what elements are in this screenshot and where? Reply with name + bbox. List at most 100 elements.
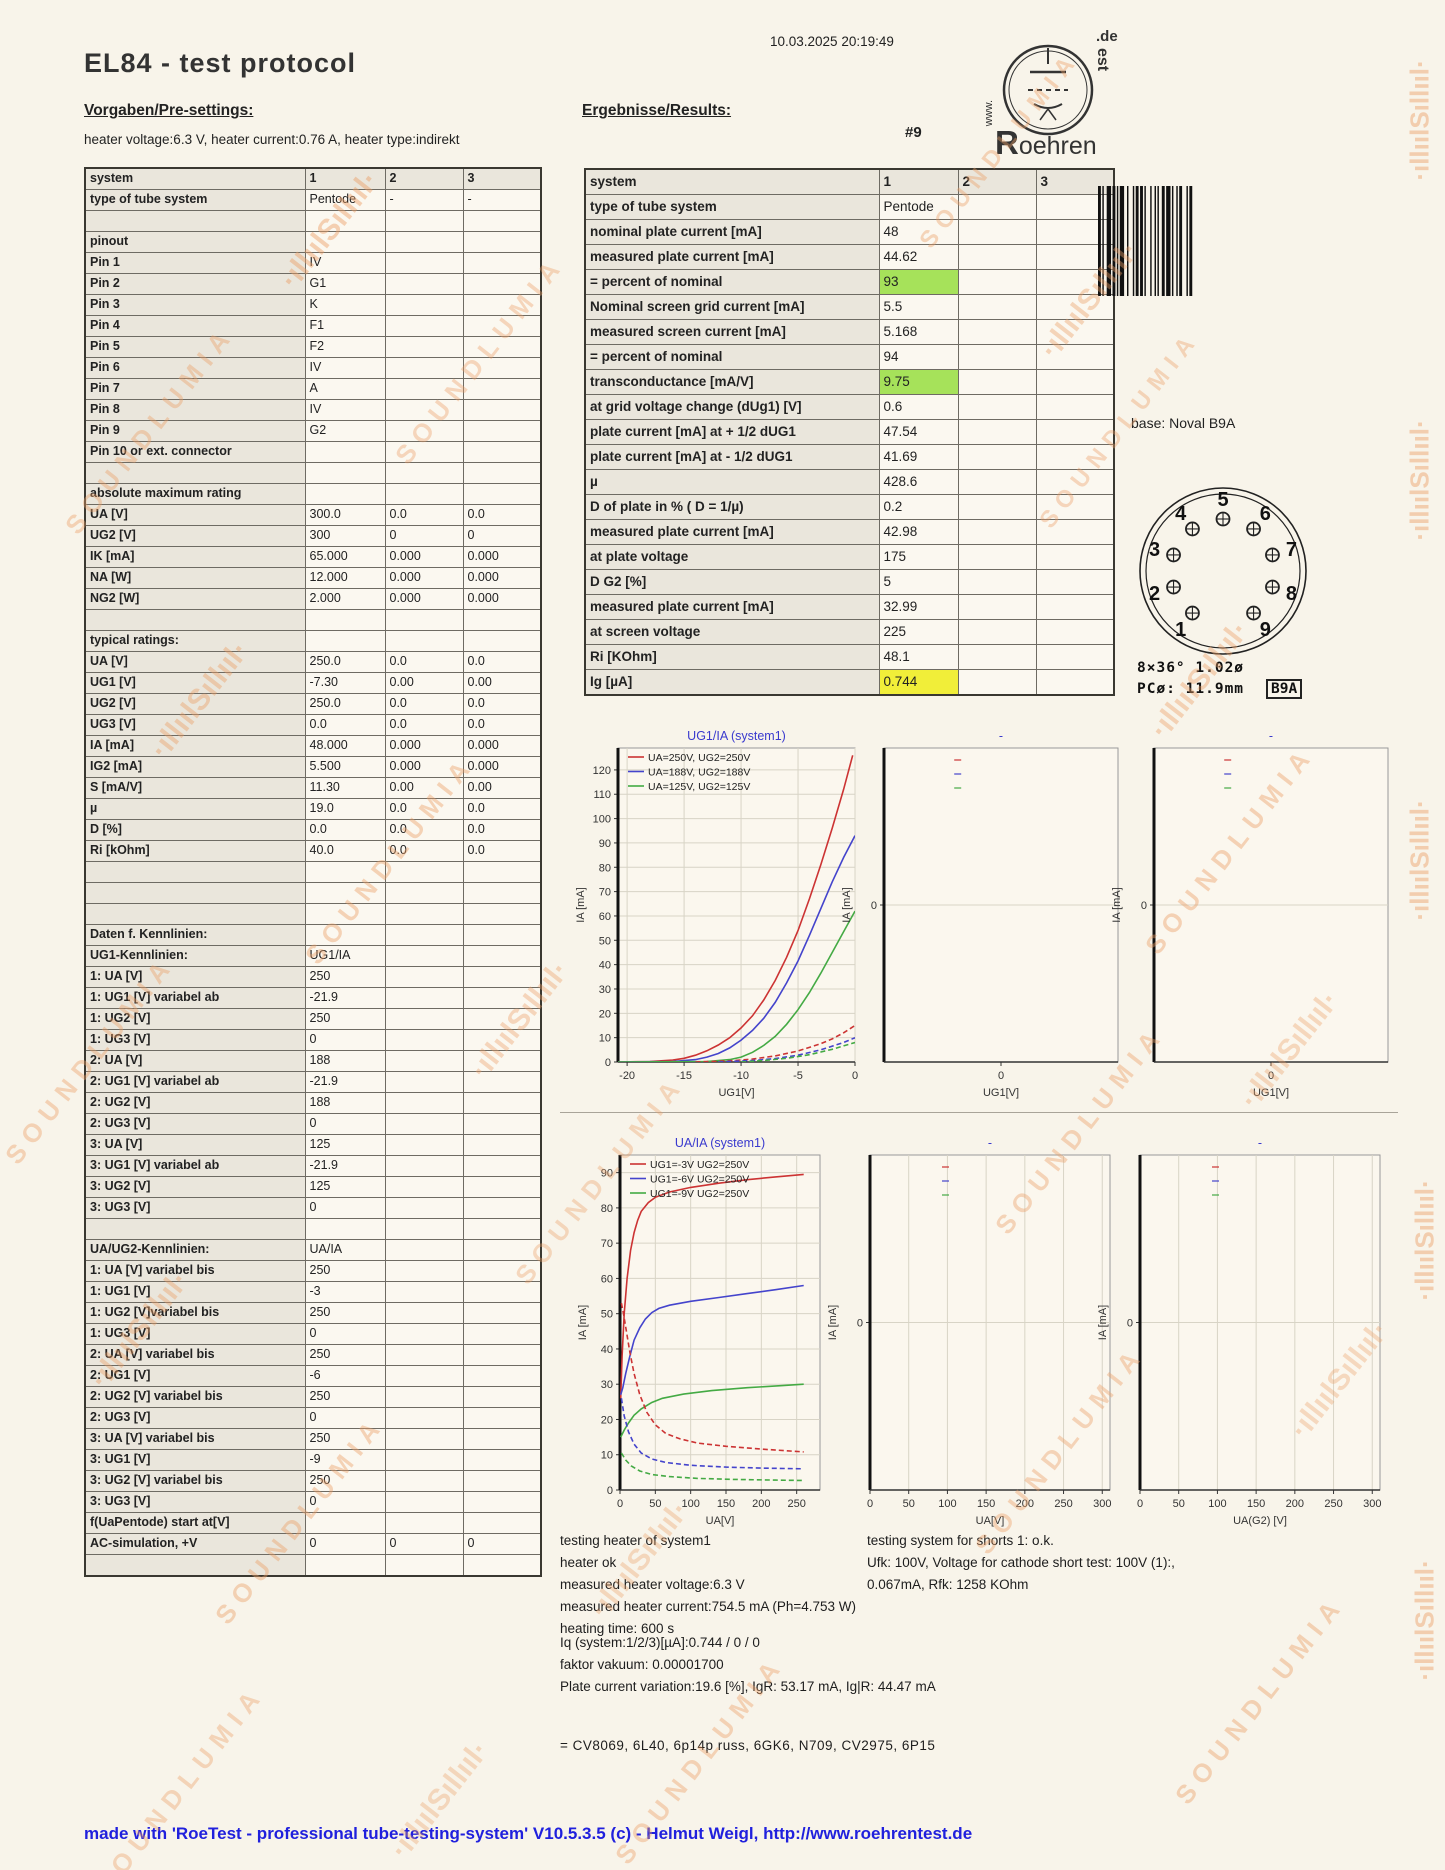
socket-dimension-1: 8×36° 1.02ø (1137, 660, 1245, 676)
table-row: D of plate in % ( D = 1/µ) 0.2 (584, 494, 1115, 520)
value-cell: 48.1 (878, 644, 959, 670)
row-label-cell: plate current [mA] at - 1/2 dUG1 (584, 444, 880, 470)
value-cell (462, 1239, 542, 1261)
value-cell: - (462, 189, 542, 211)
socket-pin-number: 5 (1217, 489, 1228, 511)
value-cell: 0.6 (878, 394, 959, 420)
value-cell (384, 630, 464, 652)
value-cell: 5 (878, 569, 959, 595)
chart-text: 0 (852, 1070, 858, 1082)
value-cell: 0.0 (384, 714, 464, 736)
value-cell: 0.000 (384, 735, 464, 757)
table-row: 2: UG3 [V] 0 (84, 1113, 542, 1135)
value-cell (957, 444, 1037, 470)
value-cell (304, 630, 386, 652)
row-label-cell: nominal plate current [mA] (584, 219, 880, 245)
value-cell (384, 231, 464, 253)
row-label-cell: UG1 [V] (84, 672, 306, 694)
value-cell (384, 1197, 464, 1219)
socket-pin-number: 3 (1149, 539, 1160, 561)
value-cell: 0.0 (384, 693, 464, 715)
curve (620, 1173, 804, 1399)
value-cell: 0 (304, 1491, 386, 1513)
table-row: µ 19.0 0.0 0.0 (84, 798, 542, 820)
chart-text: UA=250V, UG2=250V (648, 752, 750, 764)
chart-text: UG1[V] (983, 1087, 1019, 1099)
value-cell: 94 (878, 344, 959, 370)
row-label-cell: 2: UG2 [V] variabel bis (84, 1386, 306, 1408)
value-cell: 5.168 (878, 319, 959, 345)
value-cell: 0.0 (384, 504, 464, 526)
value-cell (462, 1365, 542, 1387)
chart-text: 10 (599, 1033, 611, 1045)
row-label-cell (84, 1554, 306, 1577)
chart-text: 50 (903, 1498, 915, 1510)
value-cell (1035, 644, 1115, 670)
table-row: transconductance [mA/V] 9.75 (584, 369, 1115, 395)
row-label-cell (84, 462, 306, 484)
row-label-cell: 3: UA [V] variabel bis (84, 1428, 306, 1450)
value-cell (462, 903, 542, 925)
chart-text: 30 (601, 1379, 613, 1391)
value-cell: 250 (304, 1344, 386, 1366)
curve (620, 1383, 804, 1438)
chart-text: 20 (599, 1008, 611, 1020)
value-cell: 250 (304, 1302, 386, 1324)
row-label-cell: D of plate in % ( D = 1/µ) (584, 494, 880, 520)
value-cell (1035, 244, 1115, 270)
table-row: 2: UG2 [V] 188 (84, 1092, 542, 1114)
value-cell (384, 1092, 464, 1114)
value-cell: 0 (462, 525, 542, 547)
chart-text: 50 (649, 1498, 661, 1510)
table-row: 3: UG3 [V] 0 (84, 1491, 542, 1513)
table-row: 3: UG1 [V] -9 (84, 1449, 542, 1471)
row-label-cell: Ri [KOhm] (584, 644, 880, 670)
value-cell (384, 1470, 464, 1492)
tube-socket-diagram: 12 34 5 67 89 (1139, 487, 1307, 655)
value-cell (384, 315, 464, 337)
value-cell: 12.000 (304, 567, 386, 589)
curve (620, 1452, 804, 1482)
roetest-logo: .de est www. Roehren (975, 20, 1165, 170)
value-cell (462, 1029, 542, 1051)
value-cell (462, 294, 542, 316)
chart-text: 0 (617, 1498, 623, 1510)
value-cell (384, 1491, 464, 1513)
base-label: base: Noval B9A (1131, 415, 1236, 431)
value-cell (462, 1008, 542, 1030)
logo-r: R (995, 124, 1019, 161)
value-cell: 0.00 (384, 777, 464, 799)
chart-text: 50 (601, 1309, 613, 1321)
table-row: plate current [mA] at + 1/2 dUG1 47.54 (584, 419, 1115, 445)
table-row: at plate voltage 175 (584, 544, 1115, 570)
chart-text: 80 (601, 1203, 613, 1215)
value-cell (462, 1407, 542, 1429)
table-row: Pin 4 F1 (84, 315, 542, 337)
value-cell: 1 (878, 168, 959, 195)
value-cell: 250 (304, 1008, 386, 1030)
roetest-logo-graphic (1002, 44, 1094, 136)
value-cell (1035, 394, 1115, 420)
value-cell (462, 1113, 542, 1135)
table-row: 1: UG2 [V] 250 (84, 1008, 542, 1030)
presettings-table: system 1 2 3 type of tube system Pentode - - pin… (84, 167, 542, 1577)
socket-type-badge: B9A (1266, 679, 1303, 699)
row-label-cell: 3: UG3 [V] (84, 1197, 306, 1219)
row-label-cell: UA [V] (84, 504, 306, 526)
table-row: = percent of nominal 93 (584, 269, 1115, 295)
value-cell: -7.30 (304, 672, 386, 694)
row-label-cell: Pin 1 (84, 252, 306, 274)
value-cell: 250 (304, 1386, 386, 1408)
value-cell (462, 882, 542, 904)
row-label-cell: type of tube system (84, 189, 306, 211)
table-row: Ig [µA] 0.744 (584, 669, 1115, 696)
table-row: D [%] 0.0 0.0 0.0 (84, 819, 542, 841)
chart-text: 60 (599, 911, 611, 923)
note-line: faktor vakuum: 0.00001700 (560, 1657, 724, 1672)
value-cell (384, 1239, 464, 1261)
table-row: 1: UG1 [V] variabel ab -21.9 (84, 987, 542, 1009)
curve (618, 755, 854, 1062)
row-label-cell: D G2 [%] (584, 569, 880, 595)
